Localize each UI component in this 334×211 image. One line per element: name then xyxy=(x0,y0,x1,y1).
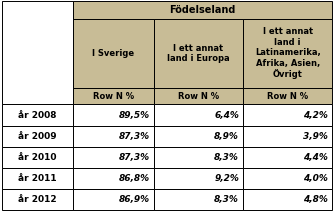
Bar xyxy=(73,189,154,210)
Text: Row N %: Row N % xyxy=(93,92,134,101)
Bar xyxy=(2,126,73,147)
Text: 86,9%: 86,9% xyxy=(119,195,150,204)
Text: 4,0%: 4,0% xyxy=(304,174,328,183)
Text: 87,3%: 87,3% xyxy=(119,132,150,141)
Bar xyxy=(243,126,332,147)
Text: 4,4%: 4,4% xyxy=(304,153,328,162)
Text: I Sverige: I Sverige xyxy=(92,49,134,58)
Bar xyxy=(73,168,154,189)
Text: 3,9%: 3,9% xyxy=(304,132,328,141)
Bar xyxy=(154,88,243,104)
Text: 89,5%: 89,5% xyxy=(119,111,150,119)
Bar xyxy=(2,104,73,126)
Text: I ett annat
land i Europa: I ett annat land i Europa xyxy=(167,44,230,63)
Bar xyxy=(243,189,332,210)
Bar xyxy=(243,104,332,126)
Text: 87,3%: 87,3% xyxy=(119,153,150,162)
Bar xyxy=(243,168,332,189)
Text: år 2010: år 2010 xyxy=(18,153,56,162)
Text: I ett annat
land i
Latinamerika,
Afrika, Asien,
Övrigt: I ett annat land i Latinamerika, Afrika,… xyxy=(255,27,321,79)
Text: år 2008: år 2008 xyxy=(18,111,56,119)
Text: 86,8%: 86,8% xyxy=(119,174,150,183)
Bar xyxy=(154,126,243,147)
Bar xyxy=(2,189,73,210)
Text: år 2011: år 2011 xyxy=(18,174,56,183)
Bar xyxy=(243,88,332,104)
Bar xyxy=(73,1,332,19)
Text: 8,3%: 8,3% xyxy=(214,153,239,162)
Text: 8,3%: 8,3% xyxy=(214,195,239,204)
Bar xyxy=(2,1,73,104)
Bar xyxy=(2,147,73,168)
Text: 4,2%: 4,2% xyxy=(304,111,328,119)
Bar xyxy=(2,168,73,189)
Bar xyxy=(73,147,154,168)
Bar xyxy=(154,168,243,189)
Text: år 2012: år 2012 xyxy=(18,195,56,204)
Bar xyxy=(73,104,154,126)
Bar xyxy=(73,19,154,88)
Bar xyxy=(243,19,332,88)
Bar xyxy=(154,189,243,210)
Text: 6,4%: 6,4% xyxy=(214,111,239,119)
Text: 9,2%: 9,2% xyxy=(214,174,239,183)
Text: år 2009: år 2009 xyxy=(18,132,56,141)
Bar xyxy=(243,147,332,168)
Bar xyxy=(154,147,243,168)
Bar xyxy=(154,104,243,126)
Text: Row N %: Row N % xyxy=(178,92,219,101)
Bar xyxy=(154,19,243,88)
Text: Row N %: Row N % xyxy=(267,92,308,101)
Text: Födelseland: Födelseland xyxy=(169,5,236,15)
Text: 8,9%: 8,9% xyxy=(214,132,239,141)
Text: 4,8%: 4,8% xyxy=(304,195,328,204)
Bar xyxy=(73,88,154,104)
Bar xyxy=(73,126,154,147)
